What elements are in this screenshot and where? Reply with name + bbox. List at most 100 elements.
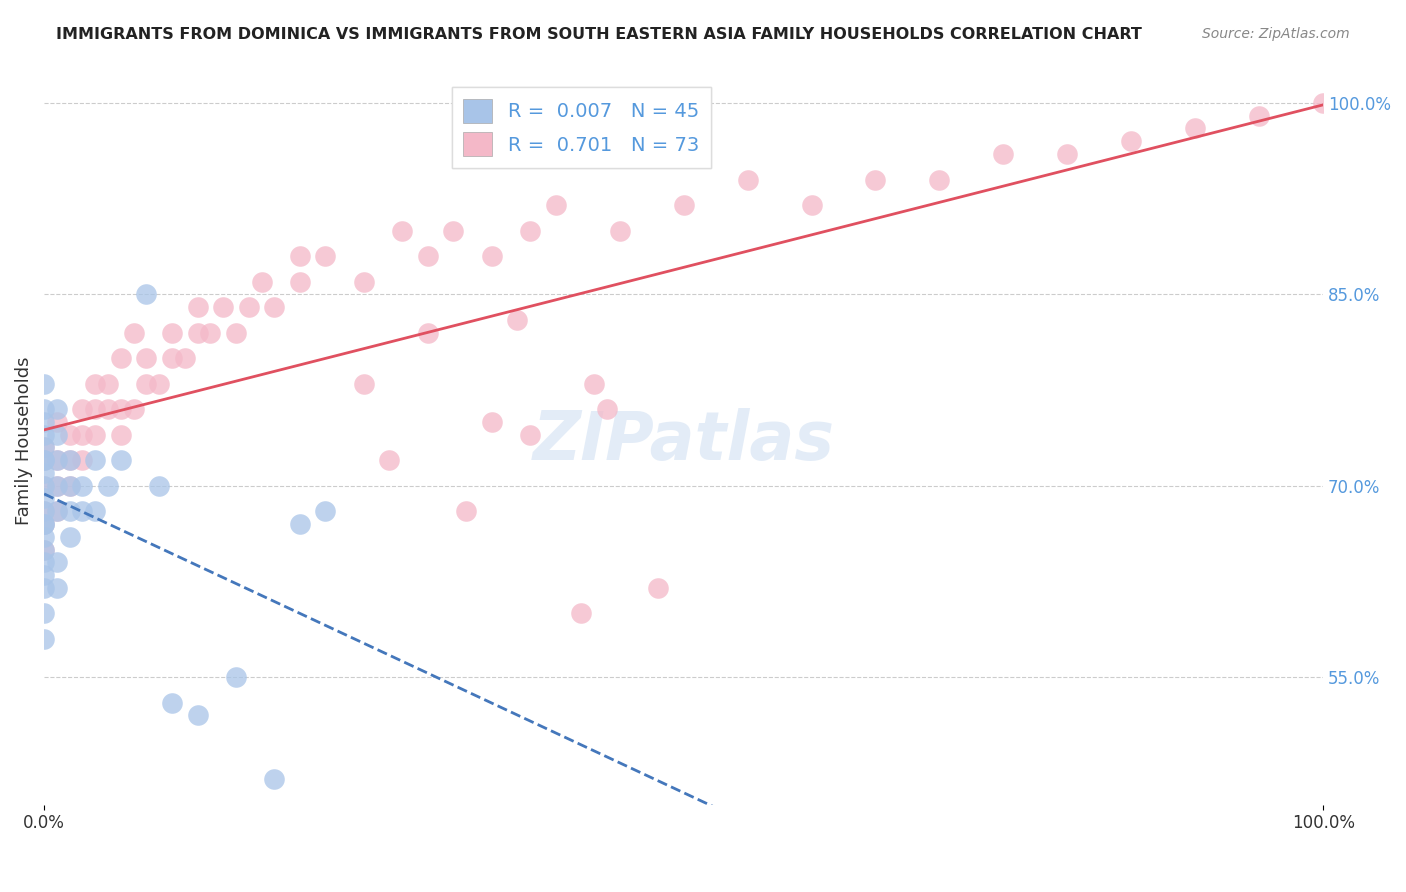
Point [72,453,94,467]
Point [416,249,439,263]
Point [59,453,82,467]
Point [122,326,145,340]
Point [72,504,94,518]
Point [1249,109,1271,123]
Point [32,427,55,442]
Point [110,402,132,417]
Point [84,402,107,417]
Point [45,402,67,417]
Point [135,287,157,301]
Point [122,402,145,417]
Point [45,415,67,429]
Point [187,300,209,314]
Y-axis label: Family Households: Family Households [15,357,32,525]
Text: ZIPatlas: ZIPatlas [533,408,835,474]
Point [59,479,82,493]
Point [32,555,55,569]
Point [32,453,55,467]
Point [200,326,222,340]
Point [32,491,55,506]
Point [110,453,132,467]
Point [32,479,55,493]
Point [288,249,311,263]
Point [84,453,107,467]
Point [737,172,759,186]
Point [800,198,823,212]
Point [160,351,183,365]
Point [519,223,541,237]
Point [59,504,82,518]
Point [288,275,311,289]
Point [45,555,67,569]
Point [148,479,170,493]
Point [32,516,55,531]
Point [544,198,567,212]
Point [84,376,107,391]
Point [110,351,132,365]
Point [32,632,55,646]
Point [160,326,183,340]
Point [865,172,887,186]
Point [45,479,67,493]
Point [32,568,55,582]
Point [135,376,157,391]
Point [59,427,82,442]
Point [378,453,401,467]
Legend: R =  0.007   N = 45, R =  0.701   N = 73: R = 0.007 N = 45, R = 0.701 N = 73 [451,87,711,168]
Point [416,326,439,340]
Point [481,249,503,263]
Point [609,223,631,237]
Point [84,504,107,518]
Point [481,415,503,429]
Point [212,300,235,314]
Point [596,402,619,417]
Point [225,670,247,684]
Point [173,351,195,365]
Point [45,479,67,493]
Point [187,708,209,723]
Point [32,516,55,531]
Point [672,198,695,212]
Point [84,427,107,442]
Point [32,542,55,557]
Point [97,402,120,417]
Point [583,376,606,391]
Point [45,504,67,518]
Point [1312,95,1334,110]
Point [45,581,67,595]
Point [97,479,120,493]
Point [250,275,273,289]
Point [97,376,120,391]
Point [288,516,311,531]
Point [45,504,67,518]
Point [187,326,209,340]
Point [72,402,94,417]
Point [569,607,592,621]
Point [456,504,478,518]
Point [32,453,55,467]
Point [72,479,94,493]
Point [1184,121,1206,136]
Point [315,504,337,518]
Point [45,427,67,442]
Point [315,249,337,263]
Point [353,376,375,391]
Point [148,376,170,391]
Point [32,415,55,429]
Point [32,441,55,455]
Point [32,607,55,621]
Point [225,326,247,340]
Point [263,772,285,786]
Point [160,696,183,710]
Point [59,453,82,467]
Point [353,275,375,289]
Point [391,223,413,237]
Point [135,351,157,365]
Point [993,147,1015,161]
Point [110,427,132,442]
Point [1121,134,1143,148]
Point [59,479,82,493]
Point [1056,147,1078,161]
Point [32,516,55,531]
Point [32,542,55,557]
